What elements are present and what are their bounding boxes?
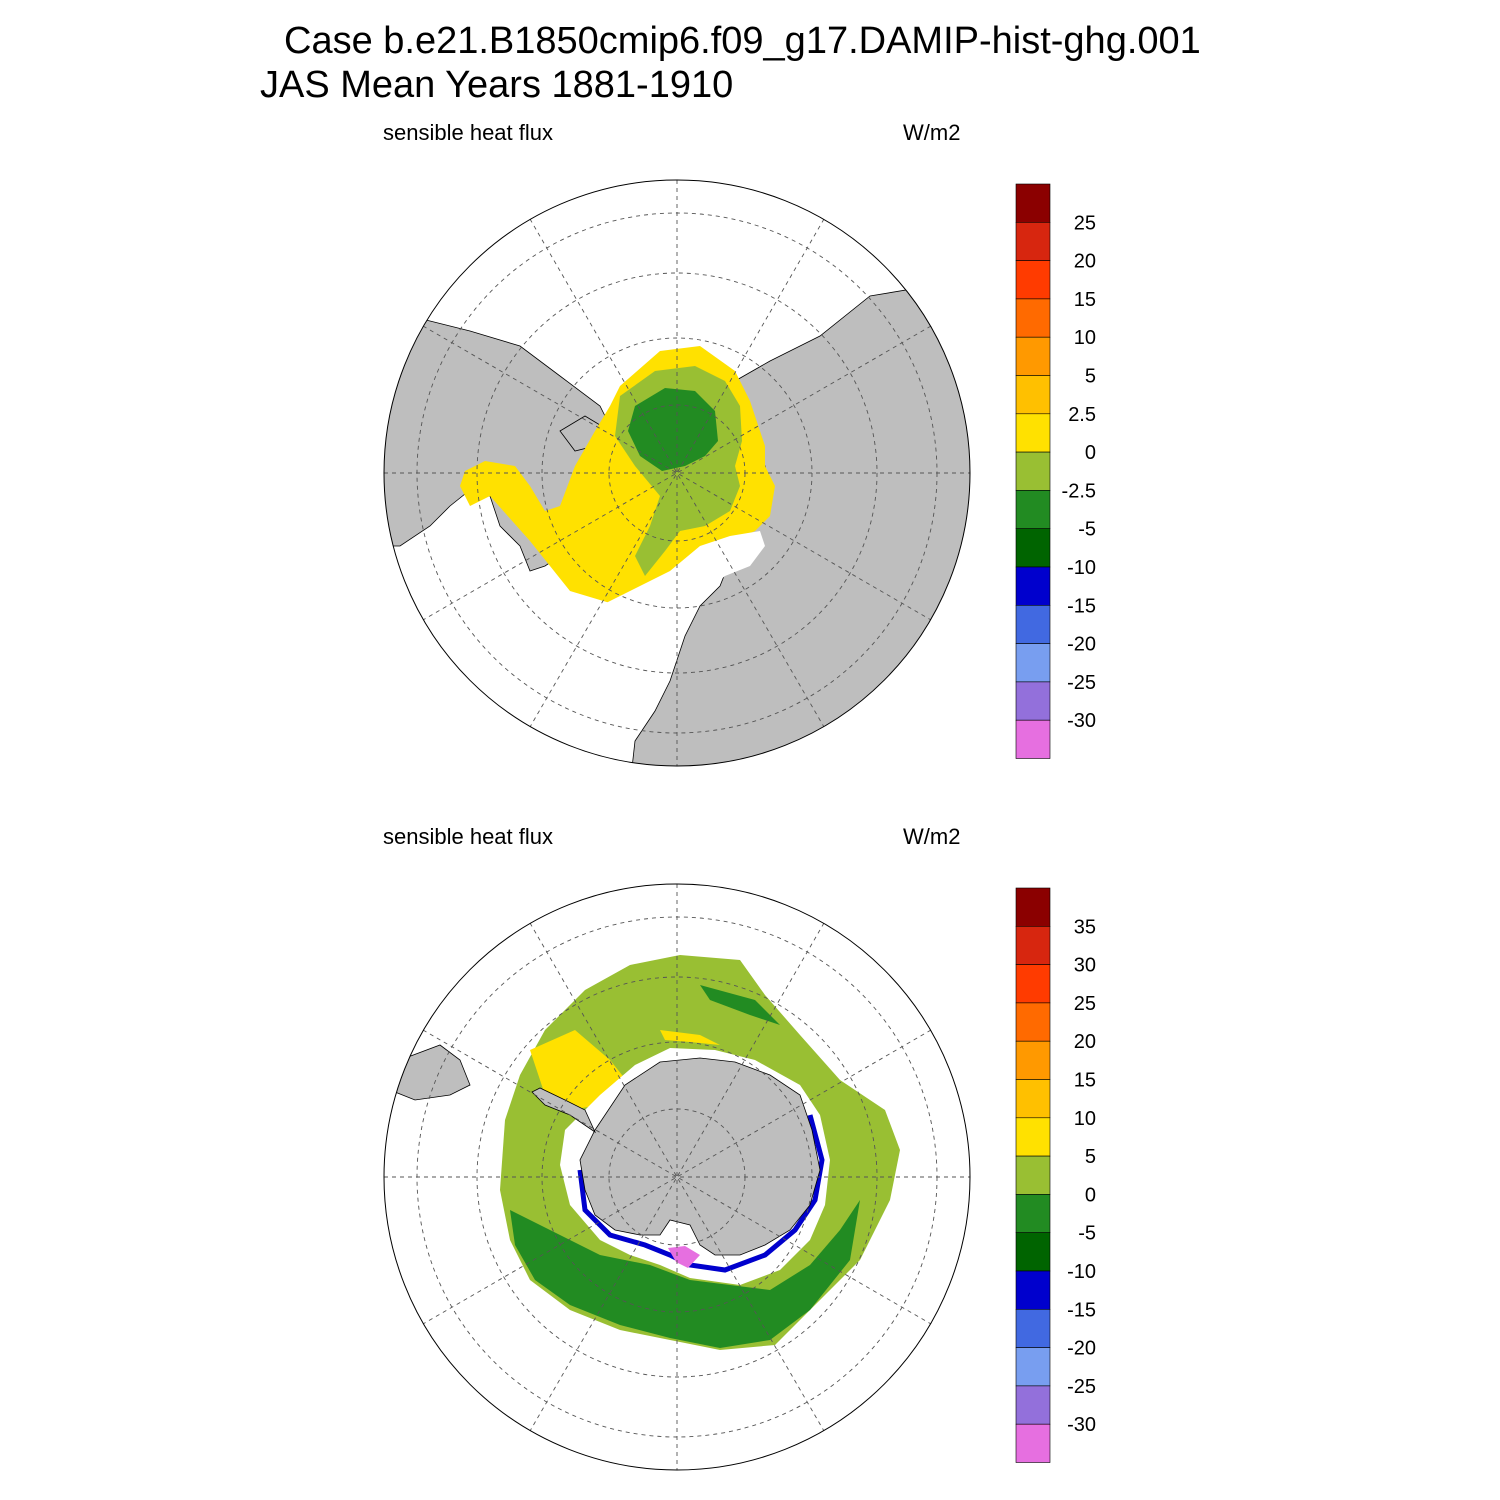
- south-land-antarctic-peninsula: [531, 1087, 596, 1134]
- south-colorbar-swatch: [1015, 1270, 1051, 1310]
- south-colorbar-swatch: [1015, 1155, 1051, 1195]
- north-colorbar-swatch: [1015, 566, 1051, 606]
- south-colorbar-swatch: [1015, 1232, 1051, 1272]
- south-land-antarctica: [579, 1057, 821, 1256]
- north-colorbar-swatch: [1015, 451, 1051, 491]
- north-colorbar-swatch: [1015, 221, 1051, 261]
- north-colorbar-tick-label: 0: [1085, 442, 1096, 464]
- north-colorbar-swatch: [1015, 681, 1051, 721]
- south-colorbar-tick-label: 35: [1074, 916, 1096, 938]
- south-colorbar-swatch: [1015, 925, 1051, 965]
- south-colorbar-tick-label: -10: [1067, 1261, 1096, 1283]
- north-colorbar-swatch: [1015, 719, 1051, 759]
- figure-title-line-2: JAS Mean Years 1881-1910: [260, 64, 734, 106]
- south-colorbar-tick-label: 0: [1085, 1184, 1096, 1206]
- south-colorbar-tick-label: 20: [1074, 1031, 1096, 1053]
- south-colorbar-tick-label: 15: [1074, 1070, 1096, 1092]
- north-colorbar-swatch: [1015, 643, 1051, 683]
- south-colorbar-tick-label: -30: [1067, 1414, 1096, 1436]
- north-map-border: [383, 179, 971, 767]
- south-field-warm-sector: [530, 1030, 720, 1110]
- south-colorbar-swatch: [1015, 964, 1051, 1004]
- north-polar-map: [383, 179, 971, 767]
- south-colorbar-tick-label: -20: [1067, 1338, 1096, 1360]
- south-colorbar-swatch: [1015, 1040, 1051, 1080]
- north-colorbar: 25 20 15 10 5 2.5 0 -2.5 -5 -10 -15 -20 -25 -30: [1015, 183, 1096, 759]
- north-colorbar-tick-label: 2.5: [1068, 404, 1096, 426]
- south-colorbar-swatch: [1015, 1117, 1051, 1157]
- south-colorbar-tick-label: 5: [1085, 1146, 1096, 1168]
- south-field-coastal-negative: [577, 1114, 825, 1273]
- north-colorbar-swatch: [1015, 375, 1051, 415]
- north-colorbar-tick-label: -30: [1067, 710, 1096, 732]
- south-colorbar-swatch: [1015, 1347, 1051, 1387]
- south-field-coastal-pink: [668, 1246, 700, 1268]
- north-colorbar-swatch: [1015, 336, 1051, 376]
- north-colorbar-swatch: [1015, 528, 1051, 568]
- south-colorbar-swatch: [1015, 1385, 1051, 1425]
- south-map-border: [383, 883, 971, 1471]
- north-colorbar-tick-label: 10: [1074, 327, 1096, 349]
- south-field-negative-sector: [510, 1200, 860, 1348]
- north-colorbar-tick-label: -25: [1067, 672, 1096, 694]
- south-colorbar-swatch: [1015, 1308, 1051, 1348]
- south-colorbar-tick-label: 30: [1074, 955, 1096, 977]
- north-colorbar-swatch: [1015, 298, 1051, 338]
- south-colorbar: 35 30 25 20 15 10 5 0 -5 -10 -15 -20 -25 -30: [1015, 887, 1096, 1463]
- north-colorbar-tick-label: -2.5: [1062, 480, 1096, 502]
- north-field-darkgreen-core: [628, 388, 718, 471]
- south-colorbar-tick-label: 25: [1074, 993, 1096, 1015]
- north-panel-variable-label: sensible heat flux: [383, 120, 553, 145]
- south-colorbar-swatch: [1015, 1423, 1051, 1463]
- south-colorbar-tick-label: -25: [1067, 1376, 1096, 1398]
- north-field-missing-atlantic: [600, 531, 765, 616]
- north-colorbar-tick-label: 20: [1074, 251, 1096, 273]
- south-colorbar-tick-label: -5: [1078, 1223, 1096, 1245]
- north-panel-units-label: W/m2: [903, 120, 961, 145]
- south-panel-variable-label: sensible heat flux: [383, 824, 553, 849]
- figure-title-line-1: Case b.e21.B1850cmip6.f09_g17.DAMIP-hist…: [284, 20, 1201, 62]
- north-colorbar-swatch: [1015, 604, 1051, 644]
- north-colorbar-tick-label: 5: [1085, 366, 1096, 388]
- south-colorbar-swatch: [1015, 887, 1051, 927]
- south-colorbar-tick-label: -15: [1067, 1299, 1096, 1321]
- north-colorbar-swatch: [1015, 260, 1051, 300]
- south-colorbar-swatch: [1015, 1079, 1051, 1119]
- north-colorbar-swatch: [1015, 183, 1051, 223]
- south-colorbar-swatch: [1015, 1194, 1051, 1233]
- north-colorbar-tick-label: 25: [1074, 212, 1096, 234]
- north-colorbar-tick-label: -15: [1067, 595, 1096, 617]
- north-land-north-america: [384, 315, 616, 572]
- south-polar-map: [383, 883, 971, 1471]
- north-colorbar-swatch: [1015, 490, 1051, 529]
- north-colorbar-tick-label: 15: [1074, 289, 1096, 311]
- south-panel-units-label: W/m2: [903, 824, 961, 849]
- north-colorbar-swatch: [1015, 413, 1051, 453]
- north-colorbar-tick-label: -10: [1067, 557, 1096, 579]
- north-colorbar-tick-label: -5: [1078, 519, 1096, 541]
- north-colorbar-tick-label: -20: [1067, 634, 1096, 656]
- south-field-negative-streak: [700, 985, 780, 1025]
- south-colorbar-tick-label: 10: [1074, 1108, 1096, 1130]
- south-colorbar-swatch: [1015, 1002, 1051, 1042]
